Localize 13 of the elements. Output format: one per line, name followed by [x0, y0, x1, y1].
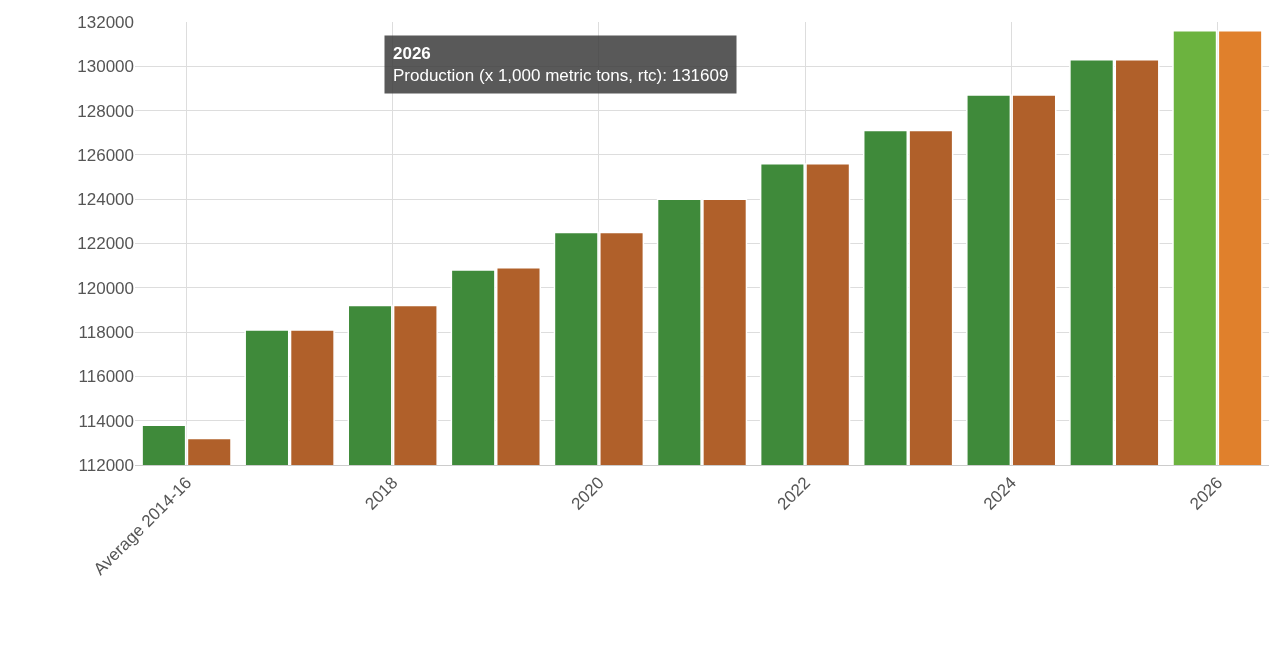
y-tick-label: 116000 [78, 367, 134, 387]
y-tick-label: 124000 [77, 190, 134, 210]
y-tick-label: 122000 [77, 234, 134, 254]
y-tick-label: 120000 [77, 278, 134, 298]
y-tick-label: 128000 [77, 101, 134, 121]
annotation: Production (x 1,000 metric tons, rtc): 131609 [393, 66, 729, 86]
y-tick-label: 130000 [77, 57, 134, 77]
y-tick-label: 114000 [78, 411, 134, 431]
y-tick-label: 118000 [78, 323, 134, 343]
y-tick-label: 132000 [77, 12, 134, 32]
y-tick-label: 112000 [78, 455, 134, 475]
annotation: 2026 [393, 44, 431, 63]
y-tick-label: 126000 [77, 145, 134, 165]
